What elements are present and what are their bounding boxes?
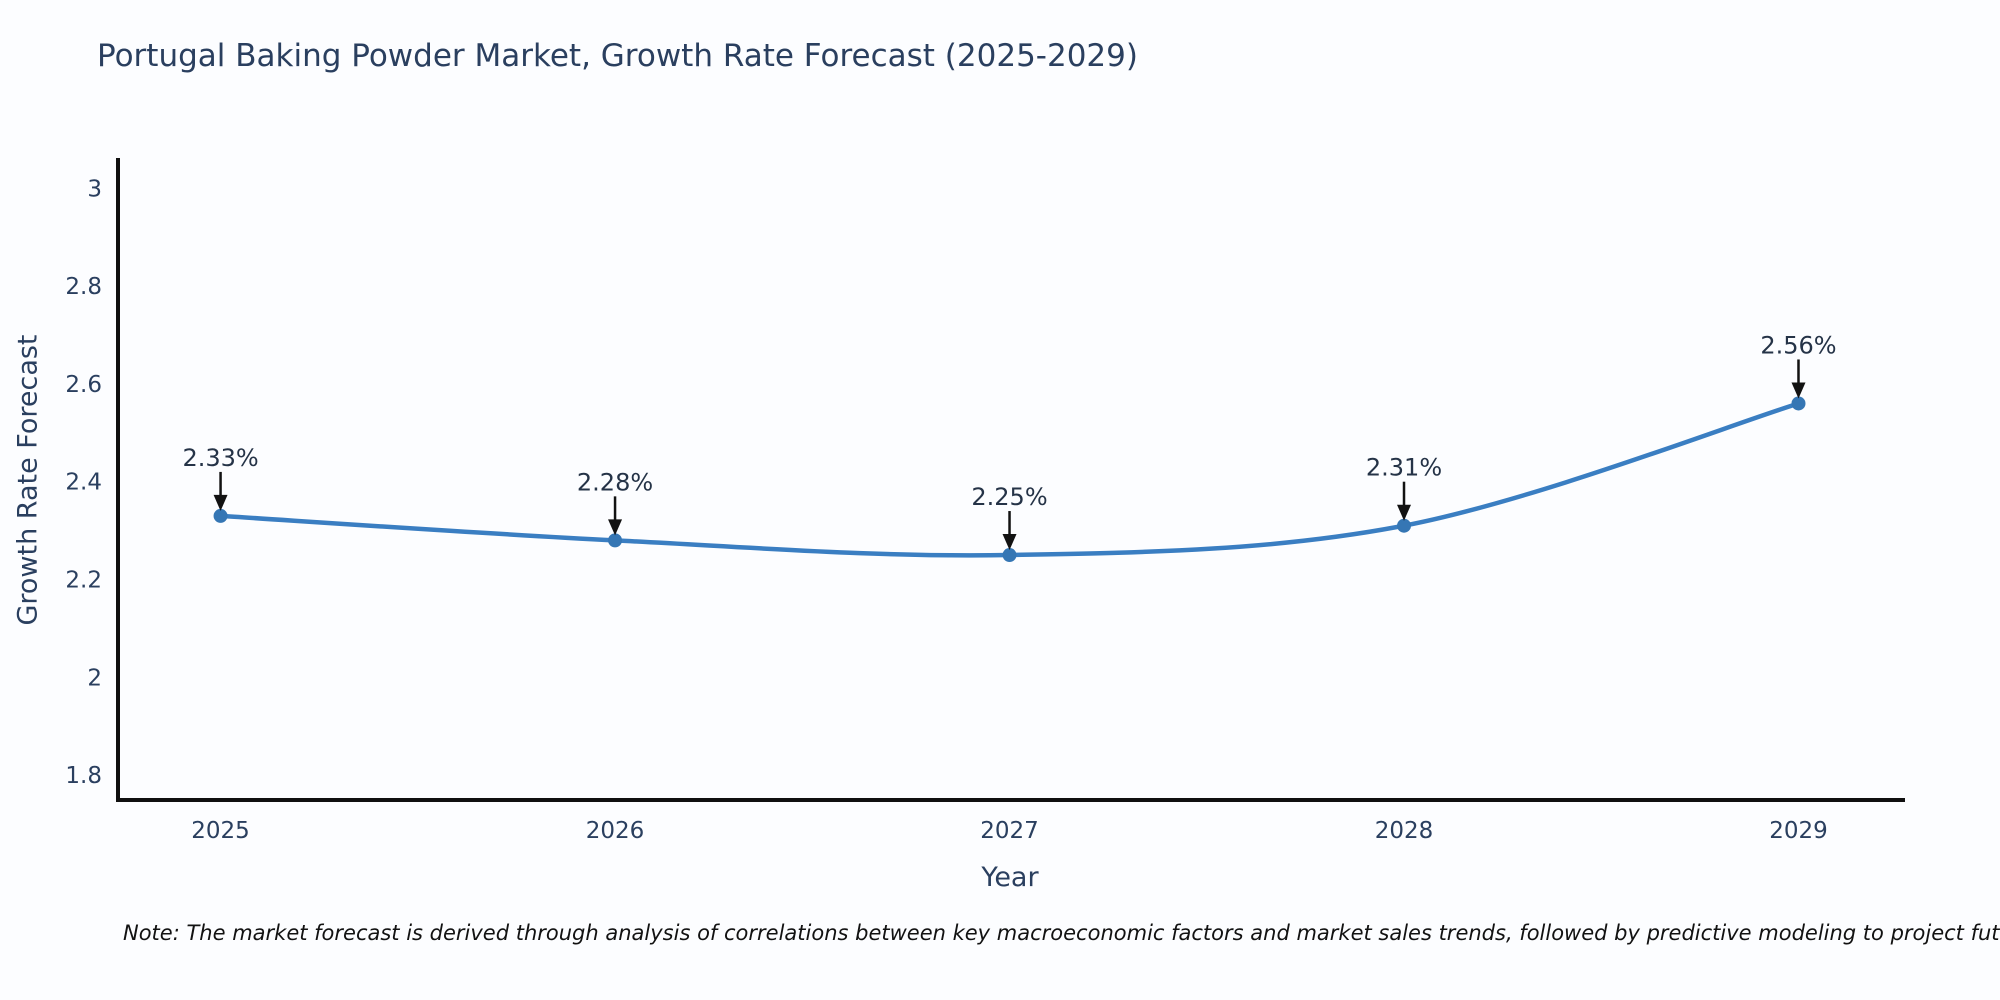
data-point-marker[interactable] xyxy=(213,508,228,523)
chart-title: Portugal Baking Powder Market, Growth Ra… xyxy=(97,38,1138,74)
y-tick-label: 3 xyxy=(87,176,102,202)
annotation-arrowhead-icon xyxy=(213,494,228,511)
x-tick-label: 2026 xyxy=(586,818,645,844)
data-point-label: 2.25% xyxy=(971,483,1047,511)
y-tick-label: 2.8 xyxy=(65,274,102,300)
y-tick-label: 2.4 xyxy=(65,470,102,496)
y-axis-label: Growth Rate Forecast xyxy=(12,334,44,626)
annotation-arrowhead-icon xyxy=(1791,382,1806,399)
data-point-label: 2.33% xyxy=(182,444,258,472)
axes-lines xyxy=(116,158,1905,802)
annotation-arrowhead-icon xyxy=(1002,534,1017,551)
x-tick-label: 2027 xyxy=(980,818,1039,844)
annotation-arrowhead-icon xyxy=(1397,504,1412,521)
data-point-marker[interactable] xyxy=(1791,396,1806,411)
data-point-marker[interactable] xyxy=(608,533,623,548)
x-tick-label: 2029 xyxy=(1769,818,1828,844)
data-point-marker[interactable] xyxy=(1397,518,1412,533)
data-point-marker[interactable] xyxy=(1002,548,1017,563)
data-point-label: 2.28% xyxy=(577,468,653,496)
y-tick-label: 2 xyxy=(87,665,102,691)
y-tick-label: 2.2 xyxy=(65,567,102,593)
x-tick-label: 2028 xyxy=(1375,818,1434,844)
footnote: Note: The market forecast is derived thr… xyxy=(123,921,2000,945)
annotation-arrowhead-icon xyxy=(608,519,623,536)
y-tick-label: 1.8 xyxy=(65,763,102,789)
x-axis-label: Year xyxy=(981,862,1039,893)
data-point-label: 2.31% xyxy=(1366,454,1442,482)
y-tick-label: 2.6 xyxy=(65,372,102,398)
x-tick-label: 2025 xyxy=(191,818,250,844)
data-point-label: 2.56% xyxy=(1760,331,1836,359)
